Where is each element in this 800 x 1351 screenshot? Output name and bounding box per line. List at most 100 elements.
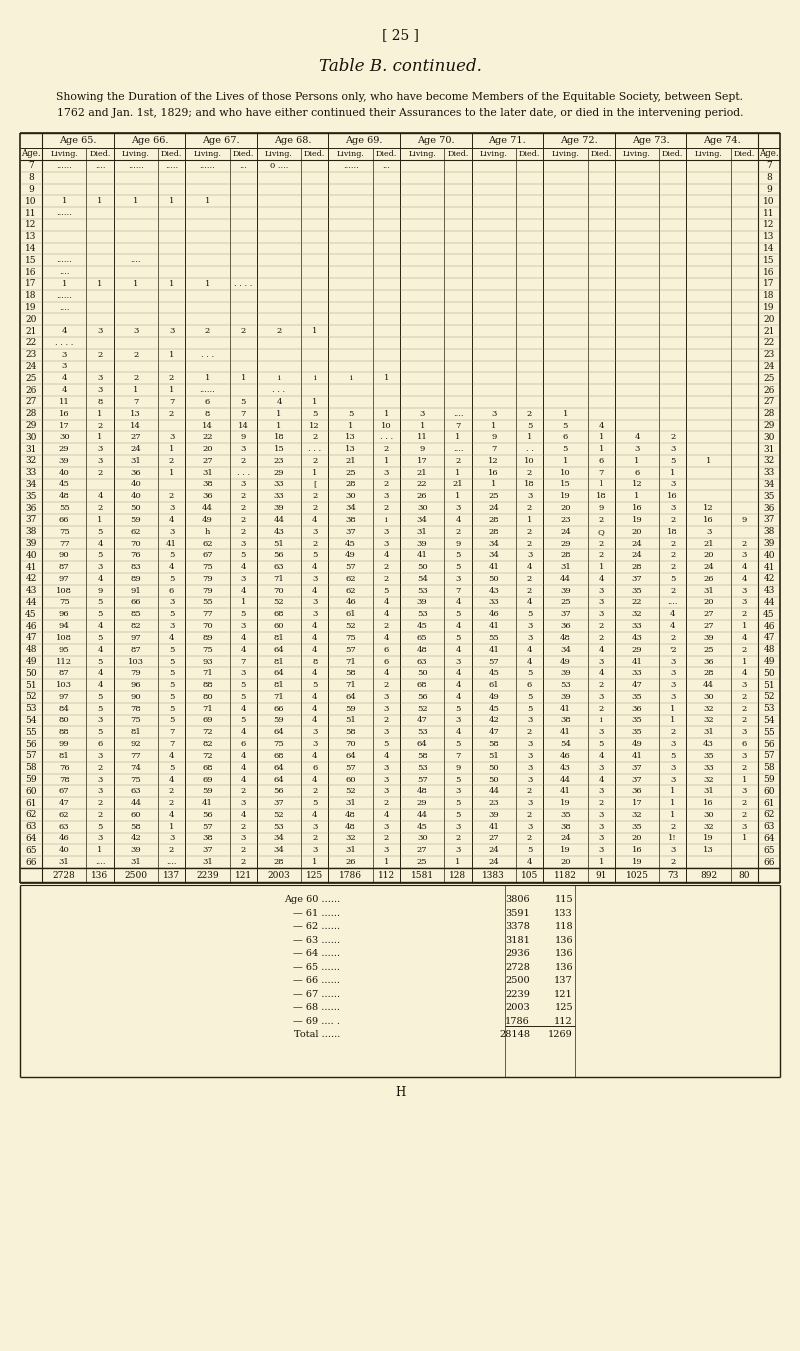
Text: . . .: . . .	[237, 469, 250, 477]
Text: 3: 3	[670, 846, 675, 854]
Text: 4: 4	[312, 705, 318, 713]
Text: 35: 35	[703, 753, 714, 759]
Text: 70: 70	[346, 740, 356, 748]
Text: 1: 1	[169, 351, 174, 359]
Text: 4: 4	[598, 422, 604, 430]
Text: 2: 2	[241, 846, 246, 854]
Text: 1: 1	[670, 811, 675, 819]
Text: 40: 40	[26, 551, 37, 559]
Text: 68: 68	[274, 611, 284, 619]
Text: Living.: Living.	[480, 150, 508, 158]
Text: 9: 9	[28, 185, 34, 195]
Text: 2: 2	[742, 716, 747, 724]
Text: 5: 5	[527, 422, 532, 430]
Text: 4: 4	[527, 563, 532, 571]
Text: 3: 3	[455, 823, 461, 831]
Text: 5: 5	[312, 681, 318, 689]
Text: 4: 4	[384, 753, 389, 759]
Text: 1: 1	[169, 823, 174, 831]
Text: 3: 3	[241, 576, 246, 582]
Text: 31: 31	[130, 858, 141, 866]
Text: 6: 6	[742, 740, 747, 748]
Text: 4: 4	[241, 728, 246, 736]
Text: 80: 80	[59, 716, 70, 724]
Text: 45: 45	[58, 481, 70, 489]
Text: 43: 43	[488, 586, 499, 594]
Text: 2: 2	[384, 504, 389, 512]
Text: 21: 21	[763, 327, 774, 335]
Text: 2: 2	[241, 457, 246, 465]
Text: 9: 9	[598, 504, 604, 512]
Text: ....: ....	[166, 858, 177, 866]
Text: 58: 58	[489, 740, 499, 748]
Text: 5: 5	[670, 457, 675, 465]
Text: 50: 50	[489, 576, 499, 582]
Text: 2: 2	[205, 327, 210, 335]
Text: 16: 16	[489, 469, 499, 477]
Text: 4: 4	[62, 374, 67, 382]
Text: 3: 3	[455, 504, 461, 512]
Text: 64: 64	[274, 763, 284, 771]
Text: 1: 1	[742, 775, 747, 784]
Text: 4: 4	[455, 621, 461, 630]
Text: 19: 19	[26, 303, 37, 312]
Text: 9: 9	[491, 434, 497, 442]
Text: 79: 79	[202, 586, 213, 594]
Text: 76: 76	[59, 763, 70, 771]
Text: 3: 3	[98, 374, 102, 382]
Text: ....: ....	[94, 162, 106, 170]
Text: ......: ......	[342, 162, 358, 170]
Text: 31: 31	[202, 469, 213, 477]
Text: 19: 19	[560, 492, 570, 500]
Text: — 63 ......: — 63 ......	[293, 936, 340, 944]
Text: 2: 2	[312, 788, 318, 796]
Text: 2: 2	[527, 576, 532, 582]
Text: 63: 63	[130, 788, 141, 796]
Text: 57: 57	[346, 646, 356, 654]
Text: 40: 40	[130, 492, 141, 500]
Text: . . .: . . .	[201, 351, 214, 359]
Text: 74: 74	[130, 763, 142, 771]
Text: 136: 136	[554, 963, 573, 971]
Text: 20: 20	[202, 444, 213, 453]
Text: 1: 1	[312, 858, 318, 866]
Text: 38: 38	[346, 516, 356, 524]
Text: 1: 1	[62, 280, 67, 288]
Text: 87: 87	[130, 646, 141, 654]
Text: 2: 2	[241, 492, 246, 500]
Text: 3591: 3591	[506, 909, 530, 917]
Text: .....: .....	[165, 162, 178, 170]
Text: 2: 2	[241, 516, 246, 524]
Text: 45: 45	[417, 823, 428, 831]
Text: 1!: 1!	[669, 835, 677, 843]
Text: 21: 21	[26, 327, 37, 335]
Text: . . . .: . . . .	[55, 339, 74, 347]
Text: 22: 22	[632, 598, 642, 607]
Text: Age 74.: Age 74.	[703, 136, 741, 145]
Text: 2: 2	[742, 693, 747, 701]
Text: 137: 137	[163, 870, 180, 880]
Text: i: i	[350, 374, 352, 382]
Text: 1: 1	[598, 434, 604, 442]
Text: 3: 3	[598, 823, 604, 831]
Text: 4: 4	[670, 611, 675, 619]
Text: 44: 44	[274, 516, 285, 524]
Text: 4: 4	[598, 669, 604, 677]
Text: 2: 2	[169, 788, 174, 796]
Text: 1: 1	[98, 197, 102, 205]
Text: 97: 97	[59, 693, 70, 701]
Text: 8: 8	[205, 409, 210, 417]
Text: 8: 8	[98, 399, 102, 405]
Text: 1786: 1786	[339, 870, 362, 880]
Text: 1: 1	[455, 434, 461, 442]
Text: 58: 58	[25, 763, 37, 773]
Text: 4: 4	[169, 753, 174, 759]
Text: 64: 64	[274, 646, 284, 654]
Text: 25: 25	[417, 858, 427, 866]
Text: 2: 2	[169, 409, 174, 417]
Text: 115: 115	[554, 896, 573, 904]
Text: 41: 41	[488, 563, 499, 571]
Text: [: [	[313, 481, 317, 489]
Text: 3: 3	[742, 753, 747, 759]
Text: 3: 3	[241, 835, 246, 843]
